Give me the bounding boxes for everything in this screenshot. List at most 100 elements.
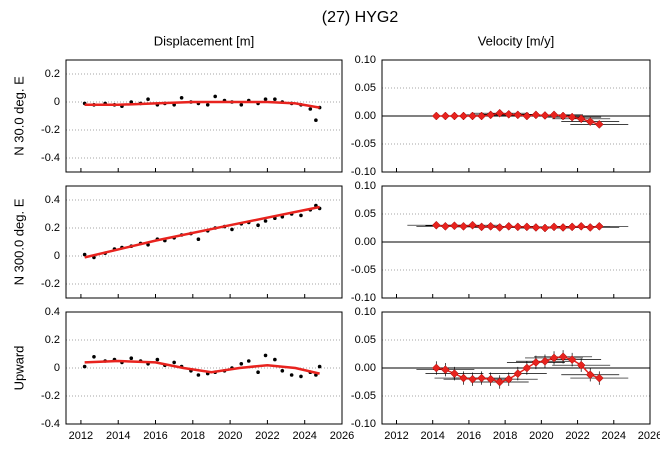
velocity-point: [576, 360, 586, 370]
y-tick-label: -0.10: [351, 418, 376, 430]
velocity-point: [531, 110, 541, 120]
y-tick-label: 0.2: [45, 68, 60, 80]
data-point: [230, 227, 234, 232]
x-tick-label: 2024: [292, 430, 316, 442]
plot-frame: [65, 59, 343, 173]
chart-title: (27) HYG2: [322, 9, 399, 26]
velocity-point: [513, 369, 523, 378]
y-tick-label: 0.10: [355, 180, 376, 192]
plot-frame: [381, 59, 651, 173]
velocity-point: [576, 221, 586, 231]
data-point: [314, 118, 318, 122]
velocity-point: [477, 373, 486, 383]
velocity-point: [431, 111, 441, 121]
velocity-point: [594, 120, 604, 129]
y-tick-label: -0.2: [41, 390, 60, 402]
y-tick-label: 0.05: [355, 82, 376, 94]
y-tick-label: 0.2: [45, 222, 60, 234]
velocity-point: [486, 221, 496, 231]
y-tick-label: -0.2: [41, 278, 60, 290]
data-point: [256, 223, 260, 227]
velocity-point: [549, 222, 559, 232]
velocity-point: [477, 222, 486, 232]
y-tick-label: 0: [54, 362, 60, 374]
y-tick-label: -0.05: [351, 138, 376, 150]
data-point: [129, 356, 134, 361]
velocity-point: [450, 221, 459, 231]
data-point: [317, 364, 322, 369]
velocity-point: [540, 111, 550, 120]
data-point: [205, 103, 210, 107]
velocity-point: [450, 111, 459, 121]
data-point: [273, 97, 277, 101]
velocity-point: [468, 111, 477, 121]
velocity-point: [459, 373, 468, 383]
x-tick-label: 2014: [106, 430, 130, 442]
fit-line: [84, 205, 320, 259]
data-point: [308, 107, 313, 111]
velocity-point: [522, 111, 532, 121]
y-tick-label: 0.4: [45, 306, 60, 318]
velocity-point: [468, 374, 477, 384]
y-tick-label: 0: [54, 250, 60, 262]
plot-frame: [381, 185, 651, 299]
velocity-point: [431, 220, 441, 230]
x-tick-label: 2026: [638, 430, 660, 442]
velocity-point: [431, 363, 441, 373]
velocity-point: [495, 223, 505, 232]
velocity-point: [585, 117, 595, 126]
y-axis-label: Upward: [11, 346, 26, 391]
data-point: [146, 97, 150, 101]
x-tick-label: 2012: [384, 430, 408, 442]
x-tick-label: 2012: [69, 430, 93, 442]
velocity-point: [567, 112, 577, 122]
y-tick-label: -0.10: [351, 166, 376, 178]
y-tick-label: 0.4: [45, 194, 60, 206]
y-tick-label: 0.05: [355, 334, 376, 346]
velocity-point: [513, 110, 523, 120]
velocity-point: [441, 111, 450, 121]
velocity-point: [459, 111, 468, 121]
velocity-point: [486, 110, 496, 120]
velocity-point: [576, 114, 586, 124]
velocity-point: [522, 222, 532, 232]
data-point: [273, 357, 277, 362]
column-title: Velocity [m/y]: [478, 33, 555, 48]
velocity-point: [513, 222, 523, 232]
velocity-point: [522, 363, 532, 373]
data-point: [256, 370, 260, 375]
velocity-point: [540, 223, 550, 233]
y-tick-label: 0.00: [355, 236, 376, 248]
plot-frame: [65, 311, 343, 425]
velocity-point: [531, 358, 541, 367]
x-tick-label: 2016: [143, 430, 167, 442]
velocity-point: [567, 222, 577, 232]
data-point: [155, 357, 160, 362]
y-tick-label: -0.05: [351, 390, 376, 402]
y-axis-label: N 30.0 deg. E: [11, 76, 26, 156]
velocity-point: [495, 108, 505, 118]
y-tick-label: -0.10: [351, 292, 376, 304]
velocity-point: [594, 221, 604, 231]
velocity-point: [531, 223, 541, 232]
data-point: [280, 369, 285, 373]
y-tick-label: 0.10: [355, 54, 376, 66]
data-point: [92, 355, 96, 359]
x-tick-label: 2018: [493, 430, 517, 442]
velocity-point: [549, 353, 559, 363]
y-axis-label: N 300.0 deg. E: [11, 198, 26, 285]
data-point: [82, 252, 87, 257]
fit-line: [84, 100, 320, 109]
velocity-point: [459, 221, 468, 231]
velocity-point: [504, 109, 514, 119]
data-point: [196, 373, 201, 377]
y-tick-label: 0.00: [355, 362, 376, 374]
velocity-point: [486, 374, 496, 384]
data-point: [263, 219, 268, 223]
plot-frame: [381, 311, 651, 425]
y-tick-label: 0.2: [45, 334, 60, 346]
velocity-point: [558, 111, 568, 121]
data-point: [246, 359, 251, 363]
y-tick-label: 0.10: [355, 306, 376, 318]
